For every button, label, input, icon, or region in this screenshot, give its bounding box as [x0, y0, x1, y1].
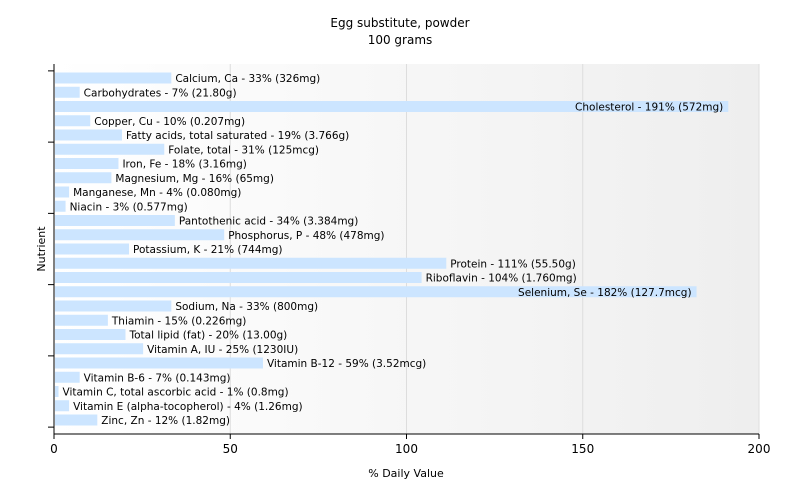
bar	[55, 343, 144, 355]
bar-label: Total lipid (fat) - 20% (13.00g)	[129, 330, 288, 342]
bar-label: Fatty acids, total saturated - 19% (3.76…	[126, 130, 349, 142]
bar	[55, 300, 172, 312]
x-tick-label: 50	[223, 442, 238, 456]
bar-label: Niacin - 3% (0.577mg)	[70, 201, 188, 213]
bar-label: Protein - 111% (55.50g)	[450, 258, 576, 270]
bar-label: Selenium, Se - 182% (127.7mcg)	[518, 287, 692, 299]
bar-label: Copper, Cu - 10% (0.207mg)	[94, 116, 245, 128]
bars	[55, 72, 729, 426]
x-axis-title: % Daily Value	[368, 467, 444, 480]
bar	[55, 386, 59, 397]
bar-label: Calcium, Ca - 33% (326mg)	[175, 73, 320, 85]
bar	[55, 215, 175, 226]
x-axis-ticks: 0 50 100 150 200	[50, 434, 770, 456]
bar	[55, 286, 697, 298]
bar-label: Phosphorus, P - 48% (478mg)	[228, 230, 384, 242]
bar-label: Folate, total - 31% (125mcg)	[168, 144, 319, 156]
bar	[55, 243, 130, 255]
bar	[55, 257, 447, 269]
bar	[55, 371, 80, 383]
bar	[55, 400, 70, 412]
bar	[55, 172, 112, 184]
bar-label: Vitamin A, IU - 25% (1230IU)	[147, 344, 298, 356]
x-tick-label: 150	[571, 442, 594, 456]
x-tick-label: 200	[748, 442, 771, 456]
bar	[55, 186, 70, 198]
bar-label: Pantothenic acid - 34% (3.384mg)	[179, 216, 358, 228]
bar	[55, 229, 225, 241]
bar-label: Iron, Fe - 18% (3.16mg)	[122, 159, 246, 171]
bar-labels: Calcium, Ca - 33% (326mg) Carbohydrates -…	[63, 73, 724, 427]
bar-label: Carbohydrates - 7% (21.80g)	[84, 87, 237, 99]
bar	[55, 143, 165, 155]
x-tick-label: 0	[50, 442, 58, 456]
bar-label: Sodium, Na - 33% (800mg)	[175, 301, 318, 313]
bar-label: Manganese, Mn - 4% (0.080mg)	[73, 187, 241, 199]
y-axis-title: Nutrient	[35, 226, 48, 272]
chart-subtitle: 100 grams	[368, 33, 433, 47]
bar-label: Vitamin B-6 - 7% (0.143mg)	[84, 372, 231, 384]
bar	[55, 357, 263, 369]
y-axis-ticks	[48, 70, 54, 428]
x-tick-label: 100	[395, 442, 418, 456]
gridlines	[229, 64, 760, 434]
bar	[55, 129, 122, 141]
bar-label: Riboflavin - 104% (1.760mg)	[426, 273, 577, 285]
bar	[55, 329, 126, 340]
bar-label: Vitamin E (alpha-tocopherol) - 4% (1.26m…	[73, 401, 303, 413]
bar	[55, 314, 108, 326]
bar-label: Vitamin B-12 - 59% (3.52mcg)	[267, 358, 426, 370]
bar-label: Magnesium, Mg - 16% (65mg)	[115, 173, 274, 185]
bar-label: Potassium, K - 21% (744mg)	[133, 244, 283, 256]
bar	[55, 414, 98, 426]
bar-label: Zinc, Zn - 12% (1.82mg)	[101, 415, 230, 427]
bar	[55, 272, 422, 283]
bar	[55, 86, 80, 98]
bar	[55, 158, 119, 169]
bar	[55, 115, 91, 127]
chart-title: Egg substitute, powder	[330, 16, 469, 30]
bar	[55, 72, 172, 84]
bar	[55, 101, 729, 112]
bar-label: Thiamin - 15% (0.226mg)	[111, 315, 247, 327]
bar-label: Vitamin C, total ascorbic acid - 1% (0.8…	[63, 387, 289, 399]
bar	[55, 200, 66, 212]
bar-label: Cholesterol - 191% (572mg)	[575, 102, 723, 114]
